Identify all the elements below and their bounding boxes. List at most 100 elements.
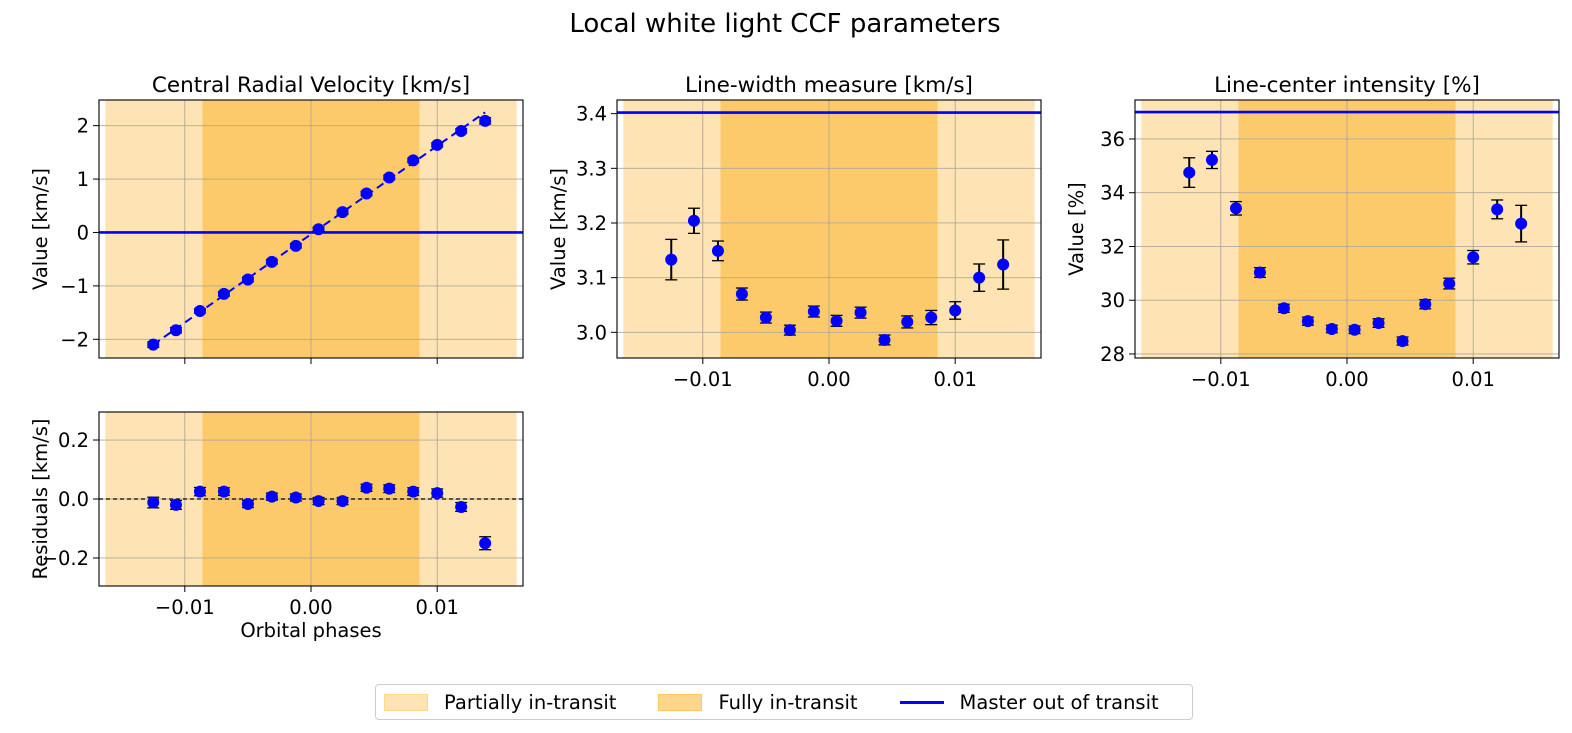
x-tick-label: 0.00 [289,596,332,619]
figure-title: Local white light CCF parameters [569,9,1000,39]
data-marker [973,271,986,284]
data-point-rv [479,114,492,127]
data-point-rv [312,223,325,236]
y-tick-label: 1 [77,168,89,191]
data-marker [997,258,1010,271]
data-marker [241,498,254,511]
x-tick-label: −0.01 [155,596,215,619]
legend-swatch-full [658,693,703,711]
data-point-contrast [1348,323,1361,336]
data-marker [1301,315,1314,328]
data-point-contrast [1443,277,1456,290]
data-marker [217,485,230,498]
data-point-residuals [407,485,420,498]
data-marker [217,287,230,300]
y-tick-label: −1 [60,275,89,298]
y-tick-label: −2 [60,328,89,351]
data-marker [759,311,772,324]
data-point-contrast [1419,298,1432,311]
data-marker [383,482,396,495]
data-marker [455,500,468,513]
data-marker [735,288,748,301]
data-marker [783,324,796,337]
data-point-residuals [265,490,278,503]
legend-label-partial: Partially in-transit [444,690,617,714]
data-marker [1419,298,1432,311]
data-marker [289,239,302,252]
data-point-contrast [1253,266,1266,279]
data-point-rv [336,206,349,219]
panel-rv: −2 −1 0 1 2 Central Radial Velocity [km/s] Val… [29,73,524,364]
data-point-contrast [1467,249,1480,265]
data-marker [665,253,678,266]
data-marker [901,315,914,328]
data-marker [1253,266,1266,279]
data-marker [431,487,444,500]
data-point-rv [431,138,444,151]
data-point-residuals [169,498,182,511]
data-point-width [830,314,843,327]
data-marker [407,485,420,498]
data-marker [312,495,325,508]
data-marker [949,304,962,317]
x-tick-label: 0.00 [807,368,850,391]
data-marker [1467,251,1480,264]
y-tick-label: 3.4 [576,103,607,126]
y-axis-label-rv: Value [km/s] [29,168,52,290]
data-point-width [997,239,1010,290]
data-point-width [687,207,700,235]
data-point-residuals [312,495,325,508]
x-tick-label: −0.01 [1191,368,1251,391]
data-point-residuals [455,500,468,513]
plot-area-residuals [99,412,523,586]
data-point-width [901,315,914,329]
data-point-residuals [479,536,492,551]
data-point-contrast [1491,199,1504,220]
data-marker [336,206,349,219]
data-marker [711,244,724,257]
data-point-width [783,324,796,337]
y-tick-label: 30 [1100,289,1125,312]
x-tick-label: −0.01 [673,368,733,391]
data-marker [265,490,278,503]
data-point-rv [193,304,206,317]
data-marker [878,333,891,346]
y-axis-label-width: Value [km/s] [547,168,570,290]
data-marker [241,273,254,286]
data-point-contrast [1205,150,1218,170]
data-marker [1443,277,1456,290]
data-point-residuals [360,481,373,494]
data-point-width [759,311,772,324]
data-marker [479,537,492,550]
data-point-width [711,240,724,262]
data-marker [925,311,938,324]
x-tick-label: 0.01 [415,596,458,619]
y-tick-label: 34 [1100,182,1125,205]
data-marker [289,491,302,504]
data-marker [147,338,160,351]
data-point-width [973,263,986,292]
data-marker [360,187,373,200]
data-point-residuals [431,487,444,500]
data-marker [1325,322,1338,335]
data-point-rv [455,124,468,137]
data-marker [169,498,182,511]
legend-item-master: Master out of transit [899,691,1159,714]
data-point-residuals [289,491,302,504]
panel-title-rv: Central Radial Velocity [km/s] [152,73,470,98]
data-marker [1183,166,1196,179]
y-tick-label: 3.1 [576,267,607,290]
data-point-width [878,333,891,346]
data-point-residuals [147,496,160,509]
legend-swatch-master-line [899,700,944,704]
data-marker [383,171,396,184]
data-point-rv [383,171,396,184]
data-point-residuals [241,498,254,511]
panel-width: −0.01 0.00 0.01 3.0 3.1 3.2 3.3 3.4 Line-width m… [547,73,1042,391]
data-point-rv [360,187,373,200]
data-point-rv [241,273,254,286]
data-point-rv [265,255,278,268]
data-point-rv [169,324,182,337]
y-tick-label: −0.2 [42,547,89,570]
plot-area-contrast [1135,100,1559,358]
